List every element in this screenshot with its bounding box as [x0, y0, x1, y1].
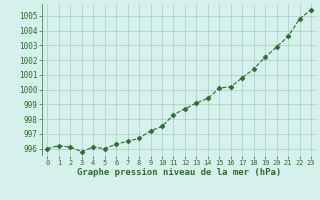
- X-axis label: Graphe pression niveau de la mer (hPa): Graphe pression niveau de la mer (hPa): [77, 168, 281, 177]
